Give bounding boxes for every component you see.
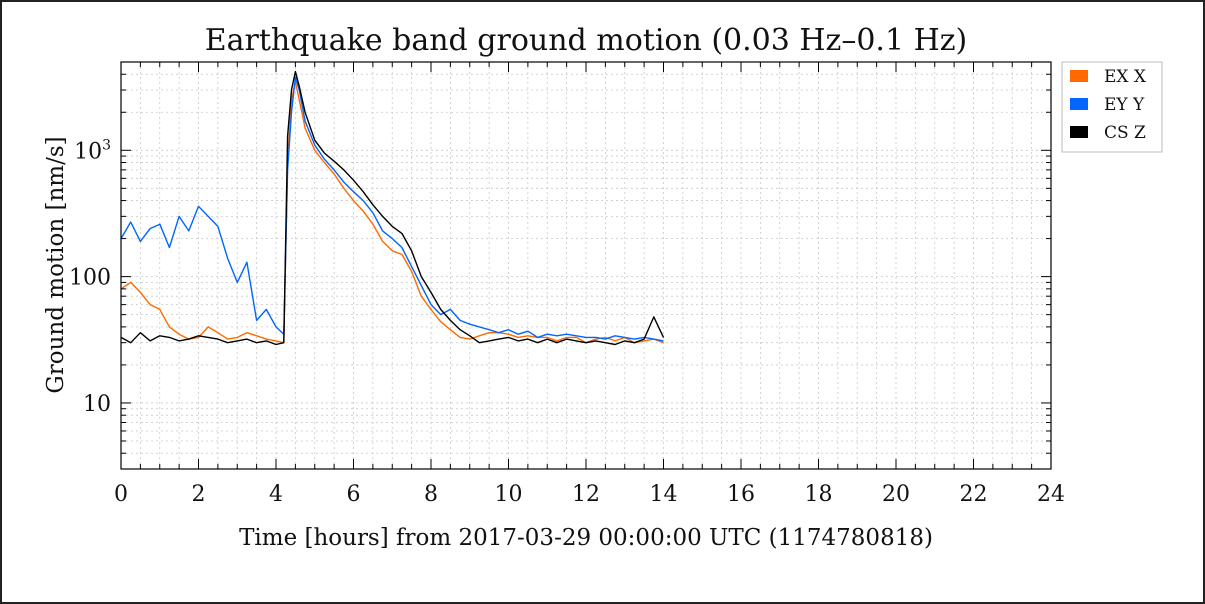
series-line-cs-z [120,70,665,346]
x-tick-label: 20 [882,482,910,507]
grid-layer [121,62,1051,469]
series-line-ey-y [120,76,664,342]
x-tick-label: 24 [1037,482,1065,507]
legend-swatch [1070,126,1088,138]
series-layer [120,70,665,346]
legend-label: EY Y [1104,95,1145,115]
legend-label: CS Z [1104,123,1146,143]
series-line-ex-x [120,80,664,344]
y-axis-label: Ground motion [nm/s] [43,136,69,393]
legend-label: EX X [1104,67,1147,87]
x-tick-label: 0 [114,482,128,507]
x-tick-label: 4 [269,482,283,507]
y-tick-label: 100 [69,266,111,291]
x-tick-label: 2 [192,482,206,507]
y-tick-label: 103 [74,137,111,164]
x-tick-label: 12 [572,482,600,507]
x-tick-label: 22 [960,482,988,507]
tick-layer [120,62,1052,469]
legend-swatch [1070,70,1088,82]
x-tick-label: 10 [495,482,523,507]
legend: EX X EY Y CS Z [1061,61,1163,153]
x-tick-label: 16 [727,482,755,507]
x-tick-label: 6 [347,482,361,507]
x-tick-label: 8 [424,482,438,507]
x-tick-label: 14 [650,482,678,507]
y-tick-label: 10 [83,392,111,417]
x-axis-label: Time [hours] from 2017-03-29 00:00:00 UT… [239,525,933,551]
legend-swatch [1070,98,1088,110]
x-tick-label: 18 [805,482,833,507]
chart-title: Earthquake band ground motion (0.03 Hz–0… [205,23,968,58]
